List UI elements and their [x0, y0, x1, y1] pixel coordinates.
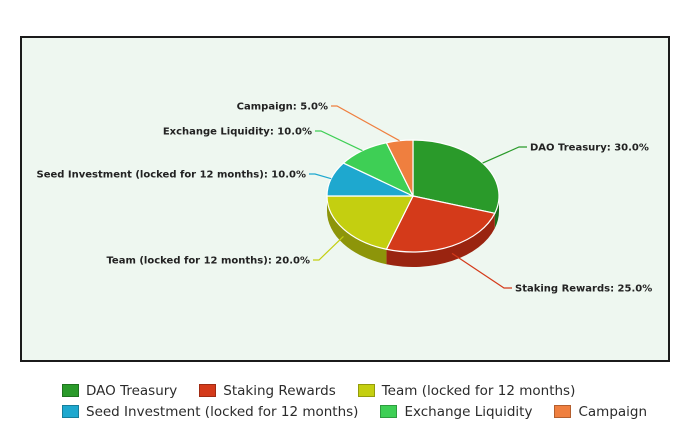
leader-line-2 — [313, 235, 344, 261]
slice-label-2: Team (locked for 12 months): 20.0% — [106, 256, 310, 267]
pie-slice-1 — [385, 195, 496, 253]
pie-slice-0 — [412, 139, 500, 214]
leader-line-3 — [309, 173, 332, 180]
pie-side-2 — [327, 196, 387, 265]
legend-item[interactable]: Seed Investment (locked for 12 months) — [62, 404, 358, 420]
legend-item[interactable]: Staking Rewards — [199, 382, 336, 399]
legend-item[interactable]: Team (locked for 12 months) — [357, 382, 576, 399]
leader-line-1 — [451, 252, 512, 289]
slice-label-0: DAO Treasury: 30.0% — [530, 143, 649, 154]
leader-line-0 — [482, 146, 527, 164]
legend-swatch — [199, 384, 217, 397]
chart-frame: DAO Treasury: 30.0% Staking Rewards: 25.0… — [20, 36, 670, 362]
legend-swatch — [357, 384, 375, 397]
pie-slice-5 — [385, 139, 414, 197]
slice-label-4: Exchange Liquidity: 10.0% — [163, 127, 312, 138]
pie-slice-2 — [326, 195, 414, 250]
pie-side-1 — [386, 213, 495, 267]
slice-label-1: Staking Rewards: 25.0% — [515, 284, 652, 295]
legend-swatch — [62, 384, 79, 397]
leader-line-4 — [315, 130, 363, 152]
legend-label: Exchange Liquidity — [404, 403, 533, 420]
pie-side-0 — [494, 196, 499, 229]
legend-item[interactable]: Campaign — [554, 404, 647, 420]
legend-label: Staking Rewards — [223, 382, 336, 399]
pie-chart: DAO Treasury: 30.0% Staking Rewards: 25.0… — [37, 102, 653, 295]
legend-item[interactable]: DAO Treasury — [62, 383, 177, 399]
legend-swatch — [62, 405, 79, 418]
legend-swatch — [554, 405, 572, 418]
legend-label: Campaign — [578, 403, 648, 420]
leader-line-5 — [331, 105, 400, 142]
legend-label: Team (locked for 12 months) — [381, 382, 576, 399]
legend-row: Seed Investment (locked for 12 months) Ex… — [62, 401, 682, 422]
slice-label-3: Seed Investment (locked for 12 months): … — [37, 170, 307, 181]
legend: DAO Treasury Staking Rewards Team (locked … — [62, 380, 682, 422]
legend-item[interactable]: Exchange Liquidity — [380, 404, 532, 420]
slice-label-5: Campaign: 5.0% — [237, 102, 328, 113]
legend-label: DAO Treasury — [86, 382, 178, 399]
legend-label: Seed Investment (locked for 12 months) — [86, 403, 359, 420]
legend-swatch — [380, 405, 398, 418]
legend-row: DAO Treasury Staking Rewards Team (locked … — [62, 380, 682, 401]
